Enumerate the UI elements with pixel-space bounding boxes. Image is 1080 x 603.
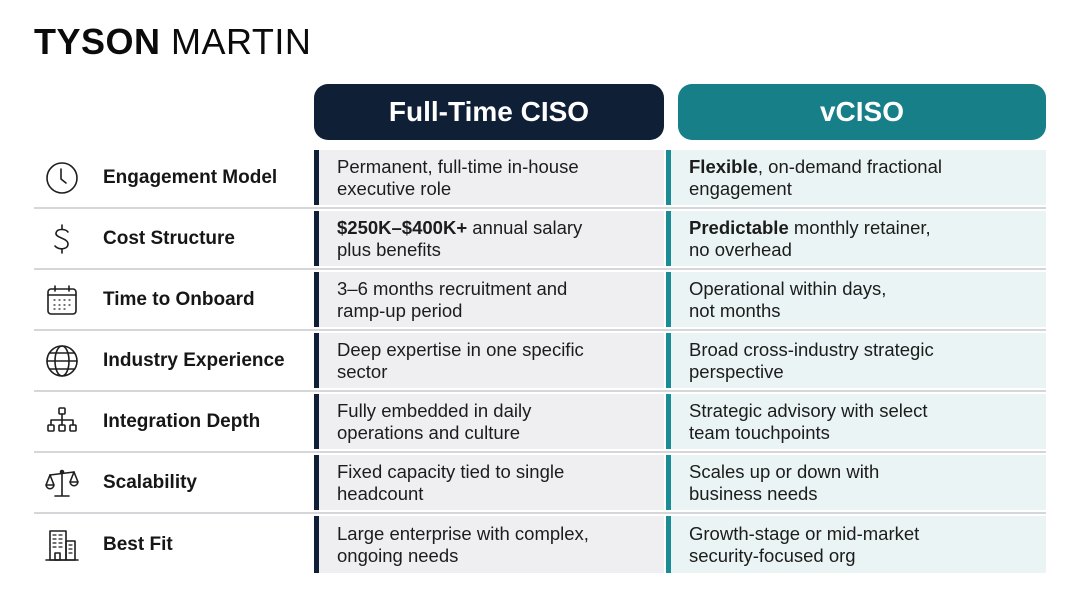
org-chart-icon <box>44 404 80 440</box>
globe-icon <box>44 343 80 379</box>
full-time-cell: $250K–$400K+ annual salary plus benefits <box>314 211 664 266</box>
calendar-icon <box>44 282 80 318</box>
scale-icon <box>44 465 80 501</box>
table-row: Best Fit Large enterprise with complex, … <box>34 514 1046 575</box>
full-time-cell: Fixed capacity tied to single headcount <box>314 455 664 510</box>
brand-logo: TYSON MARTIN <box>34 22 311 62</box>
vciso-cell: Predictable monthly retainer, no overhea… <box>666 211 1046 266</box>
row-label-cell: Cost Structure <box>34 209 314 268</box>
table-row: Engagement Model Permanent, full-time in… <box>34 148 1046 209</box>
row-label: Cost Structure <box>103 227 235 249</box>
dollar-icon <box>44 221 80 257</box>
row-label: Integration Depth <box>103 410 261 432</box>
vciso-cell: Strategic advisory with select team touc… <box>666 394 1046 449</box>
row-label-cell: Engagement Model <box>34 148 314 207</box>
full-time-cell: Fully embedded in daily operations and c… <box>314 394 664 449</box>
table-row: Integration Depth Fully embedded in dail… <box>34 392 1046 453</box>
clock-icon <box>44 160 80 196</box>
vciso-cell: Scales up or down with business needs <box>666 455 1046 510</box>
column-header-vciso: vCISO <box>678 84 1046 140</box>
full-time-cell: Deep expertise in one specific sector <box>314 333 664 388</box>
building-icon <box>44 527 80 563</box>
vciso-cell: Flexible, on-demand fractional engagemen… <box>666 150 1046 205</box>
row-label: Best Fit <box>103 533 173 555</box>
vciso-cell: Broad cross-industry strategic perspecti… <box>666 333 1046 388</box>
vciso-cell: Growth-stage or mid-market security-focu… <box>666 516 1046 573</box>
comparison-table: Engagement Model Permanent, full-time in… <box>34 148 1046 575</box>
full-time-cell: Large enterprise with complex, ongoing n… <box>314 516 664 573</box>
table-row: Cost Structure $250K–$400K+ annual salar… <box>34 209 1046 270</box>
full-time-cell: 3–6 months recruitment and ramp-up perio… <box>314 272 664 327</box>
vciso-cell: Operational within days, not months <box>666 272 1046 327</box>
row-label-cell: Scalability <box>34 453 314 512</box>
brand-first-name: TYSON <box>34 21 161 62</box>
row-label-cell: Integration Depth <box>34 392 314 451</box>
row-label: Industry Experience <box>103 349 285 371</box>
brand-last-name: MARTIN <box>171 21 312 62</box>
row-label-cell: Industry Experience <box>34 331 314 390</box>
column-header-full-time-ciso: Full-Time CISO <box>314 84 664 140</box>
row-label: Time to Onboard <box>103 288 255 310</box>
table-row: Scalability Fixed capacity tied to singl… <box>34 453 1046 514</box>
full-time-cell: Permanent, full-time in-house executive … <box>314 150 664 205</box>
row-label-cell: Time to Onboard <box>34 270 314 329</box>
table-row: Time to Onboard 3–6 months recruitment a… <box>34 270 1046 331</box>
row-label-cell: Best Fit <box>34 514 314 575</box>
table-row: Industry Experience Deep expertise in on… <box>34 331 1046 392</box>
row-label: Scalability <box>103 471 197 493</box>
row-label: Engagement Model <box>103 166 278 188</box>
